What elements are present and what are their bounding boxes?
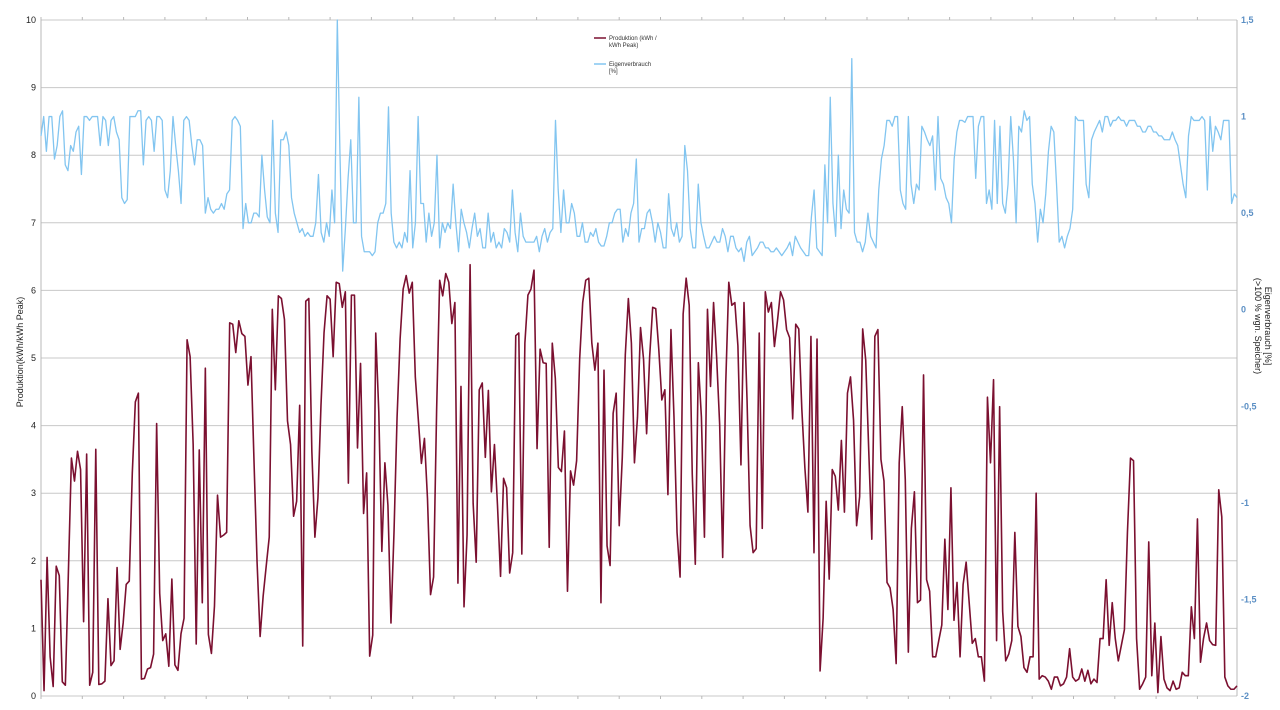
left-tick-label: 5: [31, 353, 36, 363]
x-axis-ticks: [40, 17, 1198, 699]
legend: Produktion (kWh / kWh Peak) Eigenverbrau…: [594, 36, 657, 75]
left-tick-label: 9: [31, 83, 36, 93]
left-tick-label: 6: [31, 285, 36, 295]
series-line-produktion: [40, 263, 1238, 694]
right-tick-label: 0,5: [1241, 208, 1254, 218]
legend-label-produktion-line2: kWh Peak): [609, 43, 638, 49]
right-tick-label: -2: [1241, 691, 1249, 701]
right-tick-label: -1: [1241, 498, 1249, 508]
left-axis-tick-labels: 0 1 2 3 4 5 6 7 8 9 10: [26, 15, 36, 701]
legend-label-produktion-line1: Produktion (kWh /: [609, 36, 657, 42]
left-tick-label: 2: [31, 556, 36, 566]
left-tick-label: 3: [31, 488, 36, 498]
right-tick-label: -1,5: [1241, 594, 1257, 604]
right-axis-subtitle: (>100 % wgn. Speicher): [1253, 278, 1263, 374]
series-line-eigenverbrauch: [40, 19, 1238, 272]
left-tick-label: 8: [31, 150, 36, 160]
left-tick-label: 1: [31, 623, 36, 633]
legend-label-eigenverbrauch-line2: [%]: [609, 69, 618, 75]
legend-label-eigenverbrauch-line1: Eigenverbrauch: [609, 62, 651, 68]
right-axis-tick-labels: -2 -1,5 -1 -0,5 0 0,5 1 1,5: [1241, 15, 1257, 701]
left-axis-title: Produktion(kWh/kWh Peak): [15, 297, 25, 408]
right-tick-label: 1: [1241, 112, 1246, 122]
right-tick-label: 0: [1241, 305, 1246, 315]
right-tick-label: -0,5: [1241, 401, 1257, 411]
series-lines: [40, 19, 1238, 694]
left-tick-label: 4: [31, 421, 36, 431]
right-tick-label: 1,5: [1241, 15, 1254, 25]
right-axis-title: Eigenverbrauch [%]: [1263, 287, 1273, 366]
left-tick-label: 10: [26, 15, 36, 25]
left-tick-label: 7: [31, 218, 36, 228]
left-tick-label: 0: [31, 691, 36, 701]
